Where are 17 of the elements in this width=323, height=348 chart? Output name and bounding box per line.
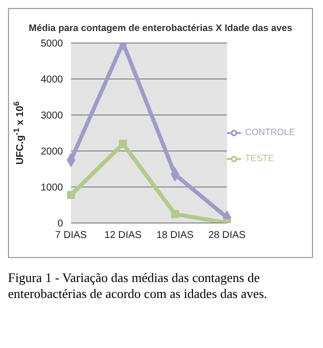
y-tick-label: 2000	[40, 146, 64, 158]
y-tick-label: 0	[57, 218, 64, 230]
y-tick-label: 5000	[40, 38, 64, 50]
chart-title: Média para contagem de enterobactérias X Idade das aves	[28, 22, 294, 35]
point	[170, 210, 179, 218]
x-tick-label: 18 DIAS	[156, 230, 194, 242]
point	[67, 190, 75, 199]
x-tick-label: 7 DIAS	[55, 230, 88, 242]
y-tick-label: 3000	[40, 110, 64, 122]
y-tick-label: 1000	[40, 182, 64, 194]
y-tick-label: 4000	[40, 74, 64, 86]
x-tick-label: 28 DIAS	[208, 230, 246, 242]
point	[118, 140, 127, 148]
x-tick-label: 12 DIAS	[104, 230, 142, 242]
text: Figura 1 - Variação das médias das contagens de enterobactérias de acordo com as idades das aves.	[8, 270, 268, 302]
legend-label: TESTE	[244, 153, 274, 163]
legend-label: CONTROLE	[244, 127, 295, 137]
